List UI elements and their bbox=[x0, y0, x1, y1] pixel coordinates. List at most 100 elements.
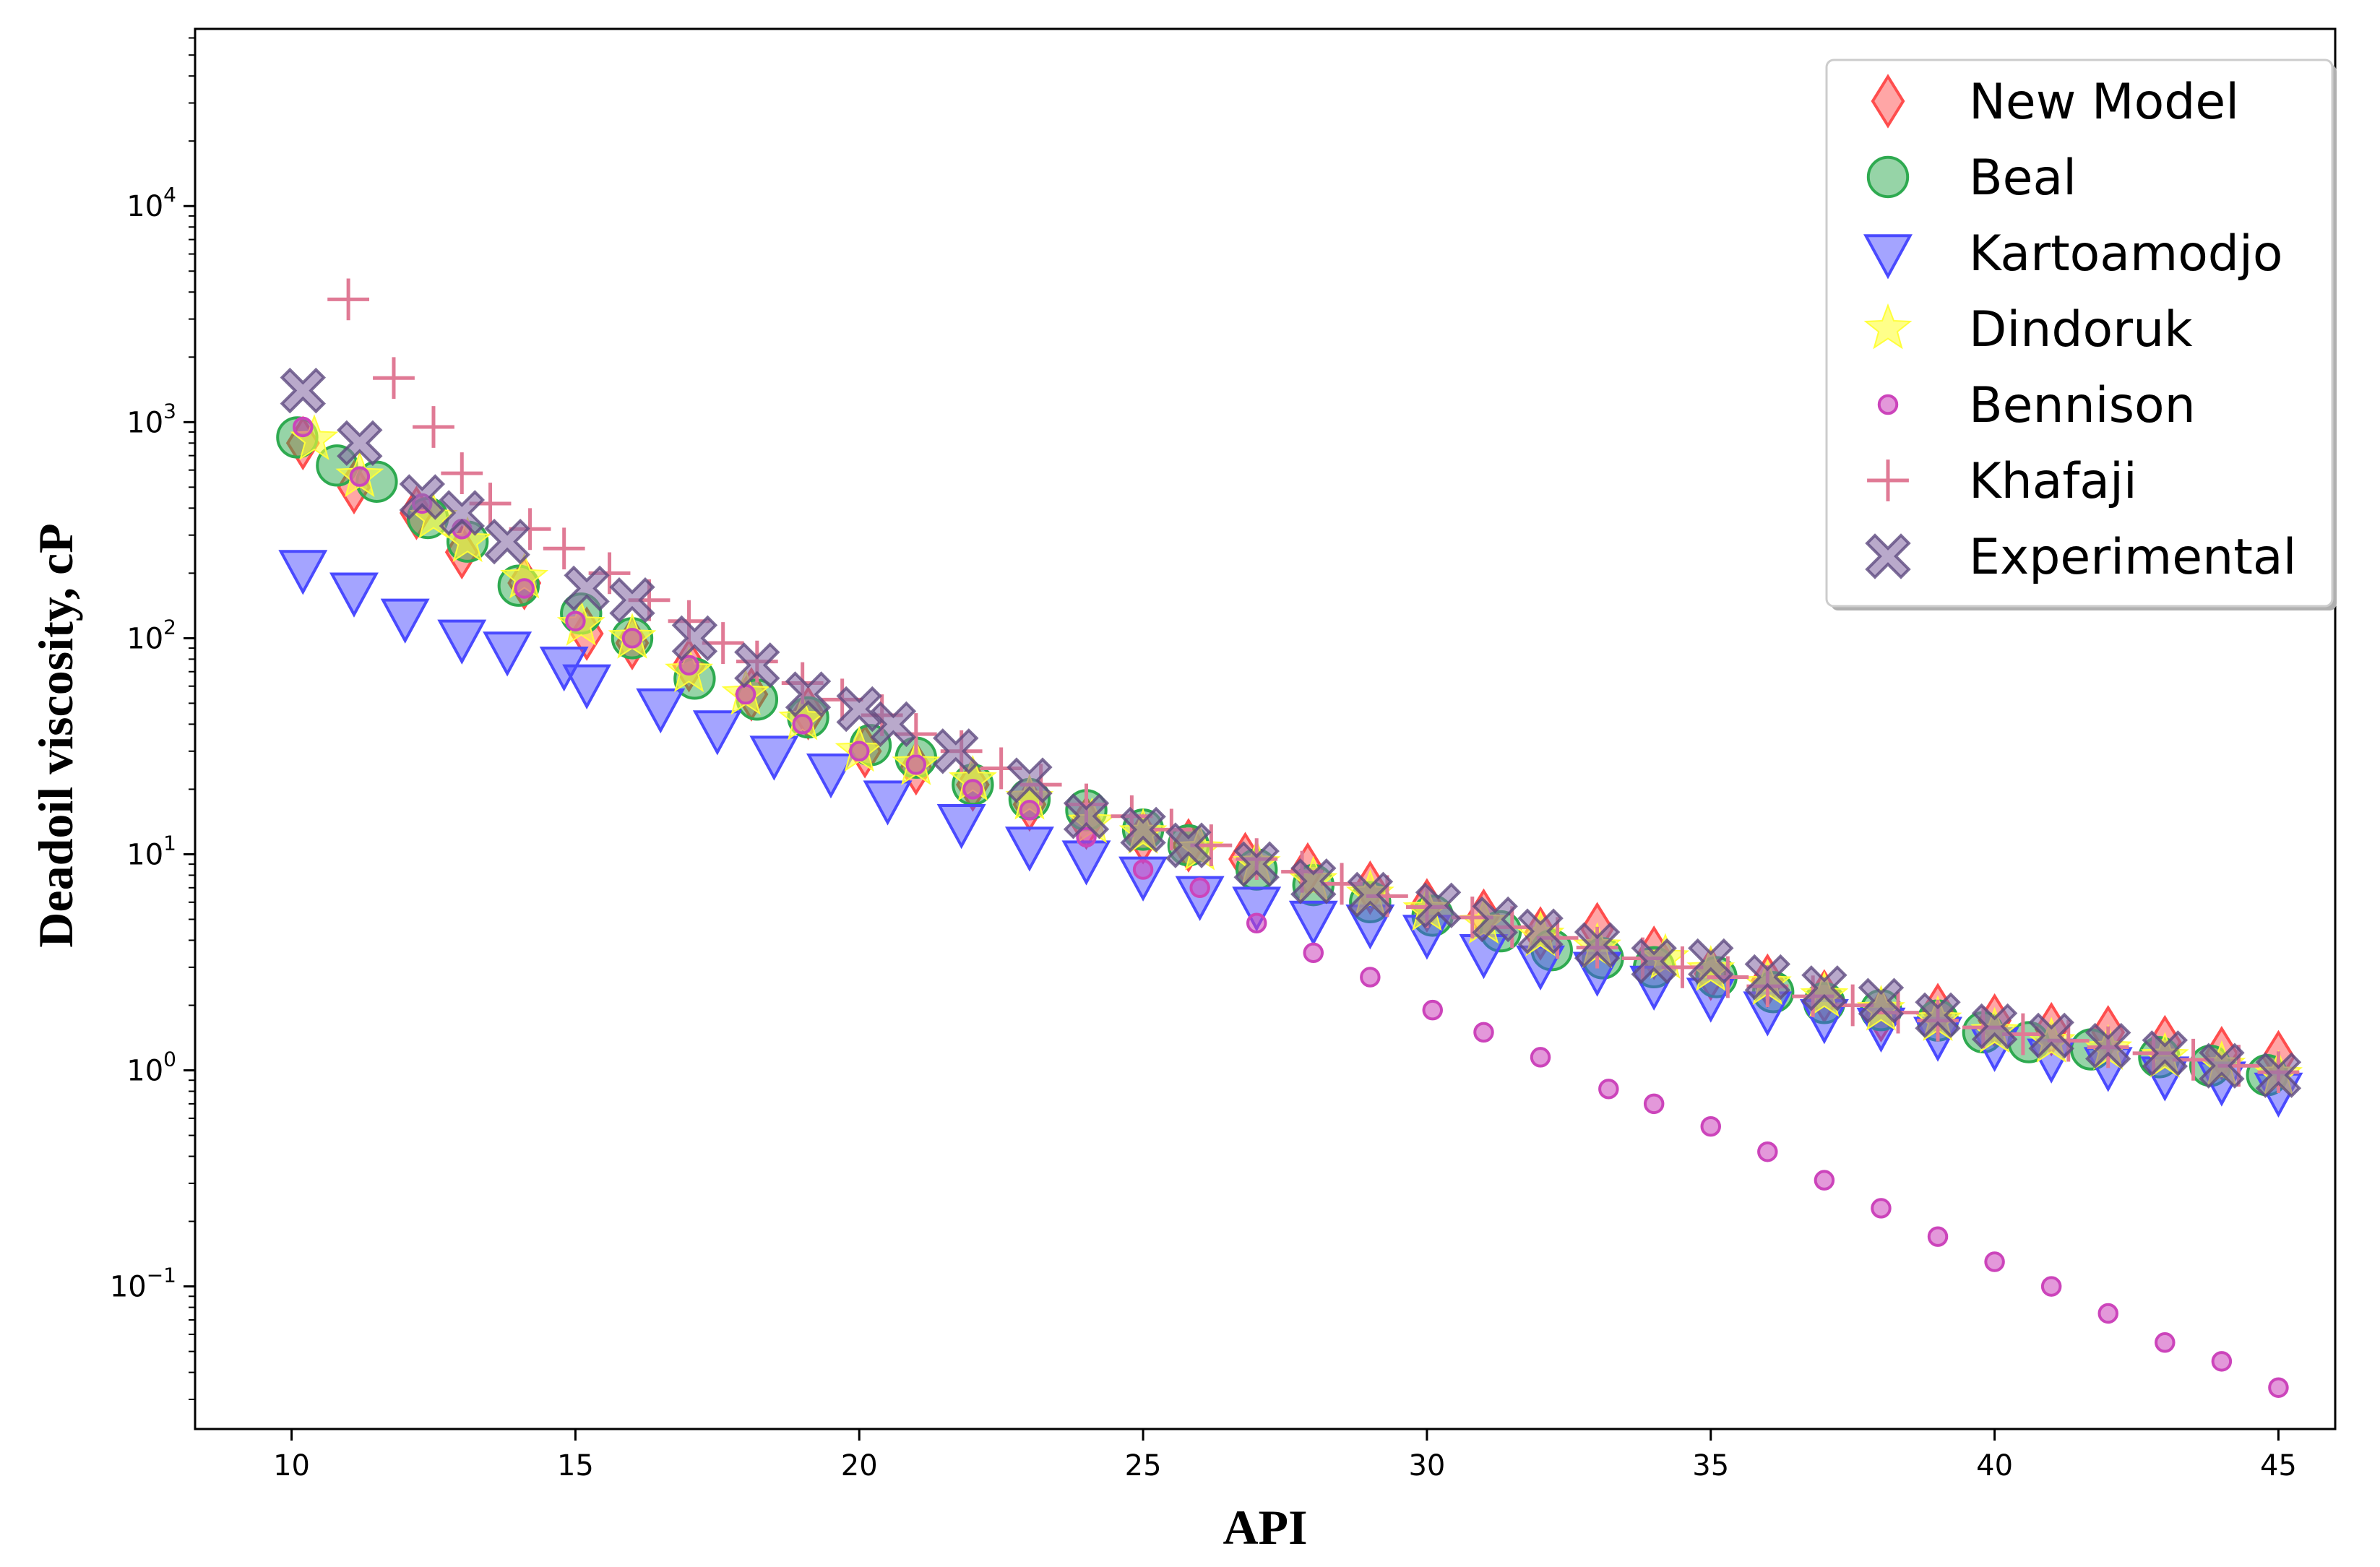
data-point-bennison bbox=[1473, 1022, 1494, 1043]
data-point-bennison bbox=[1246, 912, 1267, 934]
legend: New Model Beal Kartoamodjo Dindoruk Bennison… bbox=[1825, 59, 2337, 610]
data-point-experimental bbox=[1688, 938, 1734, 985]
data-point-experimental bbox=[439, 490, 486, 536]
data-point-bennison bbox=[621, 628, 643, 649]
data-point-bennison bbox=[1757, 1141, 1778, 1162]
data-point-experimental bbox=[1858, 977, 1905, 1024]
data-point-bennison bbox=[349, 466, 371, 487]
data-point-bennison bbox=[2211, 1351, 2233, 1372]
data-point-bennison bbox=[678, 655, 699, 675]
x-axis-ticks: 10 15 20 25 30 35 40 45 bbox=[273, 1429, 2297, 1482]
x-tick-label: 35 bbox=[1692, 1449, 1729, 1482]
data-point-experimental bbox=[1233, 841, 1280, 887]
data-point-experimental bbox=[1744, 954, 1791, 1001]
legend-item-khafaji: Khafaji bbox=[1867, 453, 2137, 510]
legend-label-dindoruk: Dindoruk bbox=[1969, 301, 2193, 358]
data-point-kartoamodjo bbox=[1004, 826, 1054, 872]
series-layer bbox=[276, 278, 2303, 1398]
data-point-bennison bbox=[735, 683, 756, 705]
data-point-experimental bbox=[2199, 1042, 2245, 1089]
data-point-experimental bbox=[1347, 871, 1394, 918]
x-tick-label: 20 bbox=[841, 1449, 878, 1482]
data-point-kartoamodjo bbox=[749, 735, 799, 781]
data-point-bennison bbox=[1360, 967, 1381, 988]
data-point-khafaji bbox=[543, 527, 585, 570]
data-point-experimental bbox=[609, 577, 655, 623]
data-point-experimental bbox=[2084, 1022, 2131, 1069]
x-axis-title: API bbox=[1223, 1500, 1307, 1555]
data-point-bennison bbox=[1643, 1093, 1665, 1115]
data-point-bennison bbox=[2040, 1276, 2062, 1297]
data-point-khafaji bbox=[327, 278, 370, 321]
data-point-kartoamodjo bbox=[483, 631, 533, 677]
legend-box bbox=[1825, 59, 2334, 608]
data-point-bennison bbox=[849, 741, 870, 762]
legend-label-bennison: Bennison bbox=[1969, 377, 2196, 434]
y-tick-label: 100 bbox=[126, 1048, 176, 1088]
data-point-kartoamodjo bbox=[636, 688, 686, 734]
data-point-kartoamodjo bbox=[806, 753, 855, 799]
x-tick-label: 40 bbox=[1976, 1449, 2013, 1482]
data-point-experimental bbox=[785, 671, 832, 717]
legend-marker-bennison bbox=[1877, 394, 1899, 415]
data-point-kartoamodjo bbox=[692, 710, 742, 756]
y-tick-label: 103 bbox=[126, 399, 176, 439]
data-point-kartoamodjo bbox=[936, 803, 986, 850]
legend-item-experimental: Experimental bbox=[1865, 529, 2296, 586]
legend-label-khafaji: Khafaji bbox=[1969, 453, 2137, 510]
data-point-bennison bbox=[2155, 1332, 2176, 1353]
x-tick-label: 10 bbox=[273, 1449, 310, 1482]
y-axis-ticks: 104 103 102 101 100 10−1 bbox=[110, 183, 195, 1304]
data-point-experimental bbox=[1120, 806, 1166, 853]
data-point-experimental bbox=[337, 420, 383, 467]
data-point-kartoamodjo bbox=[1232, 886, 1282, 932]
data-point-experimental bbox=[1415, 882, 1462, 928]
data-point-kartoamodjo bbox=[1288, 900, 1338, 946]
legend-label-new-model: New Model bbox=[1969, 74, 2239, 131]
data-point-experimental bbox=[1290, 858, 1337, 905]
data-point-experimental bbox=[1801, 965, 1847, 1011]
data-point-experimental bbox=[1517, 908, 1564, 954]
data-point-dindoruk bbox=[443, 516, 492, 563]
data-point-bennison bbox=[905, 754, 927, 775]
y-tick-label: 10−1 bbox=[110, 1264, 176, 1304]
data-point-khafaji bbox=[373, 357, 415, 400]
data-point-bennison bbox=[792, 714, 813, 735]
data-point-kartoamodjo bbox=[562, 664, 612, 709]
data-point-bennison bbox=[1132, 859, 1154, 880]
legend-marker-kartoamodjo bbox=[1863, 234, 1913, 280]
x-tick-label: 15 bbox=[557, 1449, 594, 1482]
legend-marker-beal bbox=[1866, 155, 1910, 199]
data-point-kartoamodjo bbox=[437, 619, 487, 665]
legend-label-beal: Beal bbox=[1969, 150, 2077, 207]
legend-label-experimental: Experimental bbox=[1969, 529, 2296, 586]
x-tick-label: 30 bbox=[1408, 1449, 1445, 1482]
data-point-bennison bbox=[1700, 1115, 1721, 1137]
data-point-kartoamodjo bbox=[329, 572, 379, 618]
data-point-bennison bbox=[962, 779, 983, 800]
data-point-bennison bbox=[565, 610, 586, 631]
data-point-experimental bbox=[564, 565, 610, 612]
data-point-bennison bbox=[1927, 1226, 1949, 1247]
series-experimental bbox=[280, 367, 2302, 1098]
data-point-kartoamodjo bbox=[863, 780, 913, 826]
data-point-kartoamodjo bbox=[1516, 945, 1566, 991]
data-point-kartoamodjo bbox=[380, 598, 430, 644]
data-point-bennison bbox=[2268, 1377, 2289, 1398]
data-point-bennison bbox=[1076, 826, 1097, 848]
data-point-experimental bbox=[933, 728, 979, 774]
data-point-bennison bbox=[1814, 1170, 1835, 1191]
data-point-experimental bbox=[2255, 1052, 2302, 1098]
y-tick-label: 101 bbox=[126, 831, 176, 871]
data-point-experimental bbox=[1574, 922, 1621, 968]
data-point-experimental bbox=[836, 686, 882, 733]
legend-label-kartoamodjo: Kartoamodjo bbox=[1969, 225, 2282, 282]
data-point-experimental bbox=[1063, 793, 1110, 839]
data-point-kartoamodjo bbox=[278, 550, 328, 595]
y-minor-ticks bbox=[189, 37, 195, 1400]
data-point-experimental bbox=[1006, 757, 1053, 803]
data-point-experimental bbox=[484, 518, 530, 565]
data-point-bennison bbox=[1422, 999, 1444, 1021]
legend-item-beal: Beal bbox=[1866, 150, 2077, 207]
